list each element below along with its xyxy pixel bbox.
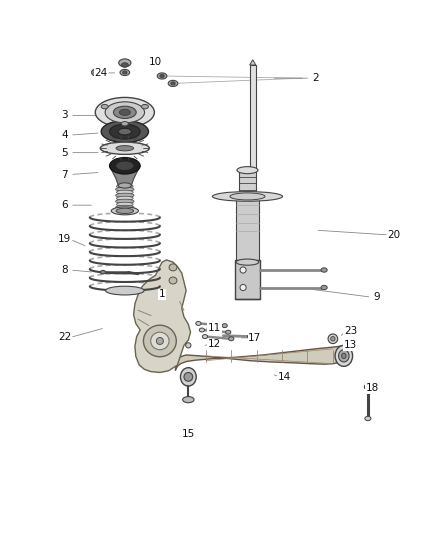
Ellipse shape	[196, 321, 201, 326]
Ellipse shape	[116, 205, 134, 209]
Ellipse shape	[110, 157, 140, 174]
Ellipse shape	[117, 208, 133, 213]
Ellipse shape	[101, 104, 108, 109]
Text: 2: 2	[312, 73, 319, 83]
Bar	[235, 260, 260, 300]
Ellipse shape	[116, 199, 134, 204]
Ellipse shape	[116, 193, 134, 198]
Ellipse shape	[212, 191, 283, 201]
Polygon shape	[250, 60, 256, 65]
Ellipse shape	[157, 73, 167, 79]
Ellipse shape	[156, 337, 163, 344]
Text: 8: 8	[61, 265, 68, 275]
Ellipse shape	[180, 368, 196, 386]
Ellipse shape	[121, 63, 128, 67]
Ellipse shape	[168, 80, 178, 86]
Polygon shape	[110, 166, 140, 185]
Text: 19: 19	[58, 235, 71, 244]
Ellipse shape	[229, 337, 234, 341]
Ellipse shape	[240, 285, 246, 290]
Ellipse shape	[100, 270, 106, 274]
Ellipse shape	[117, 190, 133, 195]
Text: 20: 20	[388, 230, 401, 240]
Ellipse shape	[118, 128, 131, 135]
Ellipse shape	[222, 324, 227, 328]
Ellipse shape	[117, 196, 133, 200]
Text: 11: 11	[208, 323, 221, 333]
Text: 3: 3	[61, 110, 68, 120]
Ellipse shape	[160, 75, 164, 77]
Ellipse shape	[236, 259, 259, 265]
Ellipse shape	[328, 334, 338, 344]
Ellipse shape	[119, 59, 131, 67]
Ellipse shape	[117, 202, 133, 207]
Ellipse shape	[151, 332, 169, 350]
Ellipse shape	[202, 335, 208, 338]
Ellipse shape	[141, 104, 148, 109]
Text: 1: 1	[159, 289, 166, 299]
Ellipse shape	[123, 71, 127, 74]
Ellipse shape	[186, 343, 191, 348]
Ellipse shape	[331, 336, 335, 341]
Bar	[250, 65, 256, 170]
Ellipse shape	[105, 102, 145, 123]
Ellipse shape	[121, 122, 128, 126]
Text: 17: 17	[248, 333, 261, 343]
Ellipse shape	[95, 98, 154, 127]
Text: 6: 6	[61, 200, 68, 210]
Ellipse shape	[118, 183, 131, 188]
Ellipse shape	[183, 397, 194, 403]
Text: 15: 15	[182, 429, 195, 439]
Ellipse shape	[365, 416, 371, 421]
Ellipse shape	[321, 268, 327, 272]
Ellipse shape	[110, 124, 140, 139]
Text: 13: 13	[344, 341, 357, 350]
Polygon shape	[134, 260, 191, 373]
Ellipse shape	[237, 167, 258, 174]
Ellipse shape	[117, 184, 133, 189]
Text: 7: 7	[61, 169, 68, 180]
Ellipse shape	[247, 334, 254, 339]
Ellipse shape	[116, 161, 134, 171]
Text: 4: 4	[61, 130, 68, 140]
Ellipse shape	[143, 325, 177, 357]
Text: 18: 18	[366, 383, 379, 393]
Ellipse shape	[184, 373, 193, 381]
Ellipse shape	[120, 69, 130, 76]
Text: 10: 10	[149, 56, 162, 67]
Ellipse shape	[94, 71, 99, 74]
Ellipse shape	[171, 82, 175, 85]
Ellipse shape	[111, 207, 138, 215]
Ellipse shape	[342, 353, 346, 359]
Ellipse shape	[169, 264, 177, 271]
Ellipse shape	[113, 106, 136, 118]
Bar	[236, 197, 259, 262]
Polygon shape	[175, 346, 347, 371]
Ellipse shape	[116, 146, 134, 151]
Text: 24: 24	[94, 68, 107, 78]
Ellipse shape	[92, 69, 101, 76]
Ellipse shape	[199, 328, 205, 332]
Ellipse shape	[226, 330, 231, 334]
Bar	[239, 170, 256, 197]
Text: 12: 12	[208, 340, 221, 350]
Ellipse shape	[339, 350, 349, 362]
Text: 22: 22	[58, 333, 71, 343]
Text: 23: 23	[344, 326, 357, 336]
Ellipse shape	[240, 267, 246, 273]
Ellipse shape	[230, 193, 265, 200]
Ellipse shape	[116, 187, 134, 191]
Ellipse shape	[116, 208, 134, 214]
Ellipse shape	[364, 384, 371, 390]
Ellipse shape	[101, 120, 148, 142]
Ellipse shape	[169, 277, 177, 284]
Text: 14: 14	[278, 372, 291, 382]
Ellipse shape	[100, 142, 149, 155]
Ellipse shape	[335, 345, 353, 366]
Ellipse shape	[106, 286, 144, 295]
Text: 5: 5	[61, 148, 68, 158]
Text: 9: 9	[373, 292, 380, 302]
Ellipse shape	[119, 109, 130, 115]
Ellipse shape	[321, 285, 327, 290]
